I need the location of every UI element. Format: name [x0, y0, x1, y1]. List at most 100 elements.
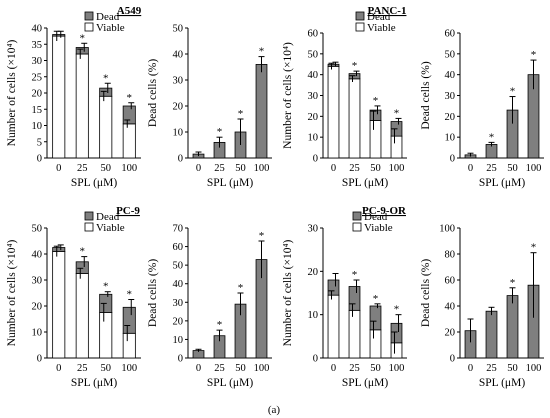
x-tick-label: 100 — [254, 363, 270, 374]
bar-dead — [122, 105, 136, 125]
figure-label: (a) — [268, 404, 281, 416]
significance-marker: * — [373, 293, 379, 305]
significance-marker: * — [531, 242, 537, 254]
legend-swatch-viable — [84, 22, 94, 32]
x-tick-label: 0 — [331, 363, 336, 374]
y-tick-label: 0 — [450, 354, 455, 365]
bar-dead — [52, 247, 66, 252]
bar-viable — [75, 273, 89, 359]
x-tick-label: 0 — [56, 363, 61, 374]
y-tick-label: 50 — [173, 24, 184, 35]
y-tick-label: 60 — [173, 242, 184, 253]
bar-viable — [327, 65, 340, 159]
bar-dead-percent — [506, 295, 519, 359]
x-tick-label: 100 — [526, 163, 542, 174]
x-tick-label: 0 — [196, 363, 201, 374]
bar-dead-percent — [485, 310, 498, 359]
x-tick-label: 100 — [121, 163, 137, 174]
y-tick-label: 10 — [173, 128, 184, 139]
x-tick-label: 25 — [214, 363, 225, 374]
x-tick-label: 50 — [101, 163, 112, 174]
y-axis-label: Dead cells (%) — [420, 259, 432, 327]
x-tick-label: 100 — [121, 363, 137, 374]
y-tick-label: 30 — [173, 298, 184, 309]
x-axis-label: SPL (μM) — [207, 177, 253, 189]
bar-dead — [52, 34, 66, 37]
y-tick-label: 50 — [445, 49, 456, 60]
significance-marker: * — [352, 269, 358, 281]
significance-marker: * — [510, 86, 516, 98]
legend-label-dead: Dead — [367, 11, 391, 23]
bar-dead — [75, 47, 89, 55]
y-tick-label: 20 — [32, 302, 43, 313]
legend-label-dead: Dead — [364, 211, 388, 223]
bar-dead — [348, 73, 361, 80]
legend-label-viable: Viable — [96, 22, 125, 34]
bar-viable — [369, 329, 382, 359]
legend-label-viable: Viable — [367, 22, 396, 34]
y-tick-label: 0 — [313, 154, 318, 165]
bar-dead-percent — [255, 64, 268, 159]
y-axis-label: Dead cells (%) — [147, 259, 159, 327]
significance-marker: * — [80, 32, 86, 44]
chart-title: PC-9-OR — [362, 205, 407, 217]
y-axis-label: Number of cells (×10⁴) — [6, 40, 18, 147]
bar-viable — [122, 332, 136, 359]
y-tick-label: 10 — [173, 335, 184, 346]
significance-marker: * — [259, 46, 265, 58]
x-axis-label: SPL (μM) — [479, 377, 525, 389]
chart-title: PC-9 — [116, 205, 140, 217]
x-axis-label: SPL (μM) — [71, 377, 117, 389]
y-tick-label: 20 — [445, 112, 456, 123]
x-axis-label: SPL (μM) — [479, 177, 525, 189]
legend-swatch-viable — [355, 22, 365, 32]
x-tick-label: 50 — [101, 363, 112, 374]
x-tick-label: 25 — [214, 163, 225, 174]
x-tick-label: 50 — [235, 163, 246, 174]
y-tick-label: 40 — [32, 24, 43, 35]
bar-dead — [390, 322, 403, 344]
y-tick-label: 20 — [445, 328, 456, 339]
y-tick-label: 0 — [313, 354, 318, 365]
x-tick-label: 0 — [196, 163, 201, 174]
y-axis-label: Number of cells (×10⁴) — [6, 240, 18, 347]
x-tick-label: 50 — [370, 363, 381, 374]
x-tick-label: 0 — [468, 363, 473, 374]
legend-swatch-dead — [84, 211, 94, 221]
x-axis-label: SPL (μM) — [342, 377, 388, 389]
y-axis-label: Dead cells (%) — [420, 61, 432, 129]
y-tick-label: 100 — [439, 224, 455, 235]
bar-dead — [369, 305, 382, 331]
bar-viable — [348, 78, 361, 159]
y-tick-label: 40 — [445, 302, 456, 313]
legend-swatch-dead — [352, 211, 362, 221]
legend-swatch-dead — [355, 11, 365, 21]
y-tick-label: 60 — [445, 29, 456, 40]
bar-viable — [327, 294, 340, 359]
y-tick-label: 20 — [308, 267, 319, 278]
significance-marker: * — [127, 289, 133, 301]
chart-panel-0: 0 5 10 15 20 25 30 35 40 0 25 50 100 SPL (μM) Number o… — [6, 5, 142, 189]
legend-label-dead: Dead — [96, 11, 120, 23]
y-tick-label: 30 — [173, 76, 184, 87]
significance-marker: * — [489, 131, 495, 143]
y-tick-label: 20 — [173, 102, 184, 113]
y-tick-label: 0 — [37, 354, 42, 365]
x-tick-label: 50 — [507, 163, 518, 174]
y-tick-label: 15 — [32, 105, 43, 116]
x-axis-label: SPL (μM) — [207, 377, 253, 389]
x-tick-label: 25 — [486, 363, 497, 374]
bar-viable — [122, 123, 136, 159]
significance-marker: * — [373, 95, 379, 107]
bar-viable — [390, 342, 403, 359]
x-axis-label: SPL (μM) — [342, 177, 388, 189]
y-tick-label: 50 — [308, 49, 319, 60]
y-tick-label: 50 — [173, 261, 184, 272]
y-tick-label: 30 — [308, 224, 319, 235]
bar-viable — [99, 95, 113, 159]
legend-label-viable: Viable — [364, 222, 393, 234]
